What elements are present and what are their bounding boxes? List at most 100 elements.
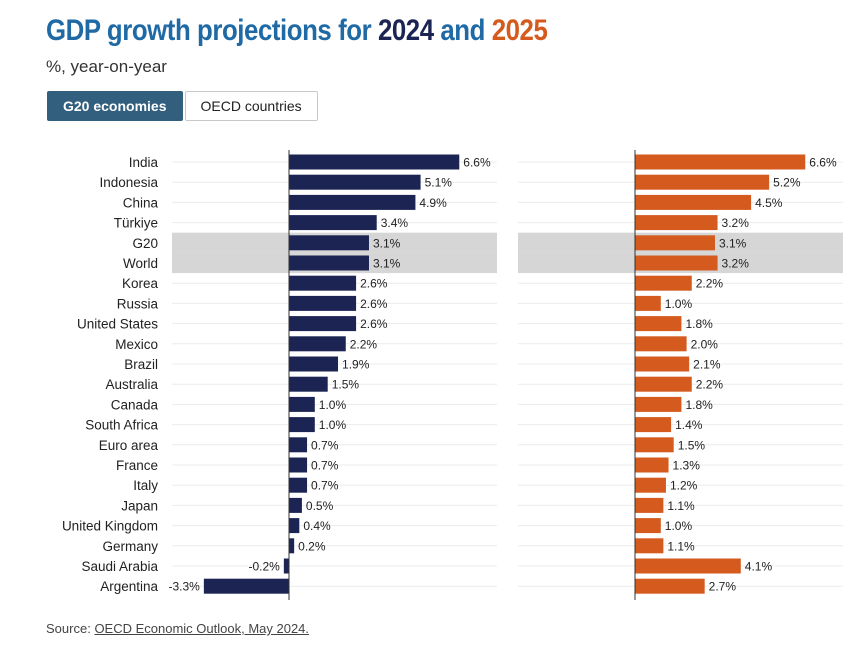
bar-2024: [203, 578, 289, 594]
bar-2025: [635, 215, 718, 231]
data-label-2024: 2.6%: [360, 277, 388, 291]
bar-2025: [635, 194, 752, 210]
data-label-2025: 1.4%: [675, 418, 703, 432]
tab-oecd-countries[interactable]: OECD countries: [184, 91, 318, 121]
data-label-2025: 2.7%: [709, 580, 737, 594]
bar-2024: [289, 316, 357, 332]
data-label-2024: 3.1%: [373, 257, 401, 271]
data-label-2024: 0.7%: [311, 479, 339, 493]
category-label: United Kingdom: [62, 519, 158, 534]
title-prefix: GDP growth projections for: [46, 14, 372, 47]
data-label-2025: 3.2%: [722, 216, 750, 230]
bar-2024: [289, 356, 339, 372]
bar-2025: [635, 417, 672, 433]
category-label: Canada: [111, 397, 159, 412]
title-and: and: [440, 14, 485, 47]
data-label-2024: -0.2%: [248, 560, 280, 574]
data-label-2025: 1.1%: [667, 539, 695, 553]
bar-2024: [289, 275, 357, 291]
category-label: Brazil: [124, 357, 158, 372]
bar-2024: [289, 215, 377, 231]
bar-2025: [635, 457, 669, 473]
data-label-2025: 2.2%: [696, 378, 724, 392]
data-label-2025: 1.3%: [673, 459, 701, 473]
data-label-2025: 1.0%: [665, 297, 693, 311]
data-label-2024: -3.3%: [169, 580, 201, 594]
data-label-2024: 1.5%: [332, 378, 360, 392]
bar-2025: [635, 437, 674, 453]
bar-2025: [635, 295, 661, 311]
category-label: Russia: [117, 296, 159, 311]
data-label-2025: 1.8%: [685, 398, 713, 412]
category-label: France: [116, 458, 158, 473]
category-label: China: [123, 195, 159, 210]
bar-2024: [289, 477, 308, 493]
data-label-2025: 1.8%: [685, 317, 713, 331]
data-label-2024: 0.4%: [303, 519, 331, 533]
data-label-2024: 0.5%: [306, 499, 334, 513]
data-label-2025: 1.5%: [678, 438, 706, 452]
data-label-2024: 5.1%: [425, 176, 453, 190]
category-label: Japan: [121, 498, 158, 513]
category-label: Australia: [105, 377, 158, 392]
data-label-2024: 1.0%: [319, 398, 347, 412]
bar-2024: [289, 376, 328, 392]
chart-title: GDP growth projections for 2024 and 2025: [46, 14, 548, 48]
bar-2024: [289, 235, 369, 251]
category-label: Argentina: [100, 579, 158, 594]
category-label: United States: [77, 317, 158, 332]
bar-2024: [289, 154, 460, 170]
data-label-2024: 1.0%: [319, 418, 347, 432]
tab-g20-economies[interactable]: G20 economies: [47, 91, 183, 121]
category-label: Germany: [102, 539, 158, 554]
data-label-2025: 1.0%: [665, 519, 693, 533]
bar-2025: [635, 235, 715, 251]
source-note: Source: OECD Economic Outlook, May 2024.: [46, 621, 309, 636]
data-label-2024: 1.9%: [342, 358, 370, 372]
category-label: G20: [132, 236, 158, 251]
category-label: Indonesia: [99, 175, 158, 190]
bar-2024: [289, 417, 315, 433]
bar-2025: [635, 578, 705, 594]
category-label: South Africa: [85, 418, 158, 433]
category-label: Korea: [122, 276, 159, 291]
bar-2024: [289, 295, 357, 311]
source-label: Source:: [46, 621, 91, 636]
data-label-2025: 3.1%: [719, 236, 747, 250]
source-link[interactable]: OECD Economic Outlook, May 2024.: [94, 621, 310, 636]
bar-2024: [289, 497, 302, 513]
bar-2025: [635, 477, 666, 493]
tab-group: G20 economies OECD countries: [47, 91, 318, 121]
category-label: India: [129, 155, 159, 170]
data-label-2025: 1.1%: [667, 499, 695, 513]
data-label-2025: 3.2%: [722, 257, 750, 271]
bar-2025: [635, 376, 692, 392]
bar-2025: [635, 275, 692, 291]
data-label-2024: 2.6%: [360, 317, 388, 331]
bar-2024: [289, 396, 315, 412]
data-label-2024: 3.4%: [381, 216, 409, 230]
title-year-2025: 2025: [491, 14, 548, 47]
bar-2025: [635, 396, 682, 412]
data-label-2025: 4.5%: [755, 196, 783, 210]
data-label-2024: 6.6%: [463, 156, 491, 170]
data-label-2024: 2.6%: [360, 297, 388, 311]
bar-2024: [289, 437, 308, 453]
bar-2025: [635, 356, 690, 372]
data-label-2024: 4.9%: [419, 196, 447, 210]
bar-2025: [635, 558, 741, 574]
bar-2024: [289, 255, 369, 271]
data-label-2024: 2.2%: [350, 337, 378, 351]
bar-2024: [289, 336, 346, 352]
bar-2025: [635, 154, 806, 170]
bar-2025: [635, 518, 661, 534]
data-label-2025: 2.2%: [696, 277, 724, 291]
data-label-2025: 1.2%: [670, 479, 698, 493]
category-label: Saudi Arabia: [81, 559, 158, 574]
category-label: Mexico: [115, 337, 158, 352]
title-year-2024: 2024: [377, 14, 434, 47]
data-label-2025: 5.2%: [773, 176, 801, 190]
data-label-2025: 4.1%: [745, 560, 773, 574]
category-label: Italy: [133, 478, 158, 493]
bar-2024: [289, 538, 295, 554]
